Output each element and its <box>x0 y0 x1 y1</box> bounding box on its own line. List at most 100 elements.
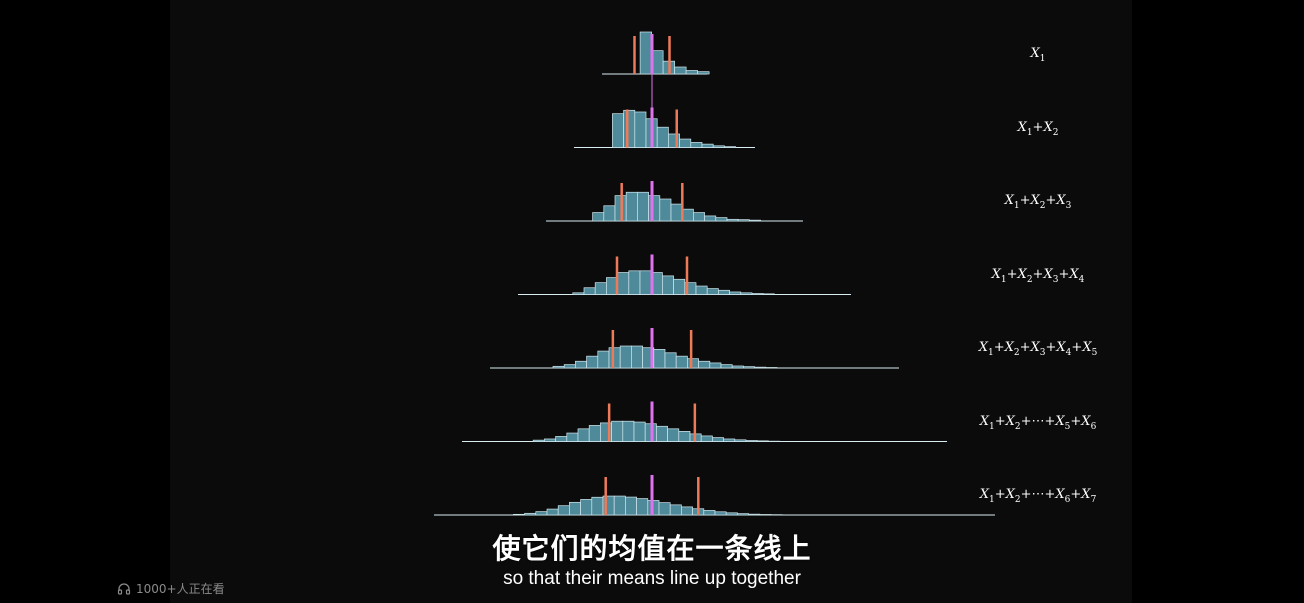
histogram-bar <box>704 215 717 222</box>
histogram-bar <box>745 440 758 442</box>
histogram-bar <box>673 278 686 295</box>
histogram-bar <box>532 439 545 442</box>
histogram-bar <box>700 435 713 442</box>
histogram-bar <box>743 366 755 369</box>
histogram-bar <box>662 275 674 295</box>
histogram-bar <box>611 420 624 442</box>
histogram-bar <box>759 514 772 516</box>
histogram-bar <box>670 203 683 222</box>
histogram-bar <box>594 282 607 295</box>
histogram-bar <box>637 191 649 222</box>
histogram-bar <box>703 510 716 516</box>
histogram-bar <box>631 345 643 369</box>
histogram-bar <box>693 212 705 222</box>
histogram-bar <box>664 352 677 369</box>
histogram-bar <box>762 293 775 295</box>
histogram-bar <box>723 438 736 442</box>
histogram-bar <box>737 219 750 222</box>
histogram-bar <box>725 512 738 516</box>
histogram-bar <box>706 288 719 295</box>
histogram-bar <box>577 428 590 442</box>
histogram-bar <box>566 432 579 442</box>
histogram-bar <box>617 272 630 295</box>
distribution-row <box>602 31 710 75</box>
histogram-bar <box>724 146 736 148</box>
histogram-bar <box>612 113 624 148</box>
row-label: X1+X2+X3+X4+X5 <box>978 340 1098 358</box>
histogram-bar <box>648 195 661 222</box>
histogram-bar <box>597 350 610 369</box>
histogram-bar <box>714 511 727 516</box>
histogram-bar <box>712 145 725 148</box>
subtitle-english: so that their means line up together <box>503 568 801 589</box>
distribution-row <box>462 401 947 442</box>
histogram-bar <box>685 70 698 75</box>
histogram-bar <box>572 292 585 295</box>
histogram-bar <box>513 513 525 516</box>
histogram-bar <box>754 366 767 369</box>
histogram-bar <box>583 287 596 295</box>
distribution-row <box>490 328 899 369</box>
histogram-bar <box>580 499 593 516</box>
subtitle-chinese: 使它们的均值在一条线上 <box>492 532 812 565</box>
histogram-bar <box>756 440 769 442</box>
distribution-row <box>434 475 995 516</box>
histogram-bar <box>639 270 652 295</box>
histogram-bar <box>636 498 649 516</box>
row-label: X1+X2 <box>1017 119 1059 138</box>
histogram-bar <box>748 513 761 516</box>
histogram-bar <box>535 511 548 516</box>
histogram-bar <box>569 501 581 516</box>
histogram-bar <box>698 360 711 369</box>
row-label: X1+X2+X3 <box>1004 193 1072 211</box>
histogram-bar <box>656 425 668 442</box>
histogram-bar <box>625 191 638 222</box>
histogram-bar <box>667 428 680 442</box>
histogram-bar <box>690 142 703 148</box>
histogram-bar <box>737 513 749 516</box>
row-label: X1 <box>1030 46 1046 64</box>
histogram-bar <box>679 138 692 148</box>
histogram-bar <box>687 358 699 369</box>
viewer-count-text: 1000+人正在看 <box>136 582 225 596</box>
headphones-icon <box>117 582 131 595</box>
histogram-bar <box>623 109 636 148</box>
histogram-bar <box>613 495 626 516</box>
histogram-bar <box>555 436 568 442</box>
histogram-bar <box>712 437 724 442</box>
histogram-bar <box>653 349 666 369</box>
histogram-bar <box>718 289 730 295</box>
distribution-plot <box>434 31 995 516</box>
histogram-bar <box>608 347 621 369</box>
histogram-bar <box>586 355 599 369</box>
histogram-bar <box>603 205 616 222</box>
histogram-bar <box>659 198 672 222</box>
histogram-bar <box>709 362 722 369</box>
viewer-count: 1000+人正在看 <box>117 580 225 597</box>
histogram-bar <box>749 219 761 222</box>
histogram-bar <box>681 506 693 516</box>
histogram-bar <box>628 270 641 295</box>
distribution-row <box>518 254 851 295</box>
histogram-bar <box>633 421 646 442</box>
histogram-bar <box>674 66 687 75</box>
histogram-bar <box>669 504 682 516</box>
histogram-bar <box>625 496 637 516</box>
histogram-bar <box>765 367 778 369</box>
histogram-bar <box>681 208 694 222</box>
histogram-bar <box>675 355 688 369</box>
histogram-bar <box>678 431 691 442</box>
histogram-bar <box>695 285 708 295</box>
histogram-bar <box>524 512 537 516</box>
histogram-bar <box>622 420 635 442</box>
row-label: X1+X2+X3+X4 <box>991 266 1085 285</box>
distribution-row <box>574 107 755 148</box>
histogram-bar <box>740 292 753 295</box>
histogram-bar <box>639 31 652 75</box>
histogram-bar <box>720 364 733 369</box>
histogram-bar <box>701 143 714 148</box>
histogram-bar <box>656 126 669 148</box>
histogram-bar <box>592 212 605 222</box>
histogram-bar <box>546 508 559 516</box>
video-frame[interactable]: X1 X1+X2 X1+X2+X3 X1+X2+X3+X4 X1+X2+X3+X4+X5… <box>170 0 1132 603</box>
